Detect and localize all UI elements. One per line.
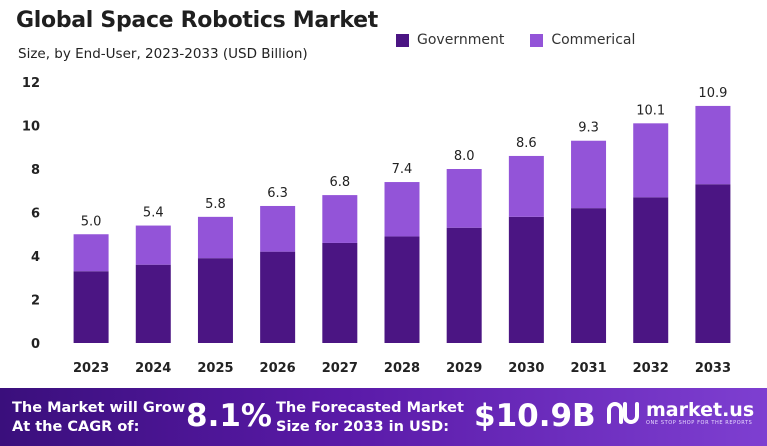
bar-segment-government [571, 208, 607, 343]
legend-item-commercial: Commerical [530, 32, 635, 48]
y-tick-label: 4 [31, 250, 40, 265]
y-tick-label: 2 [31, 294, 40, 309]
brand-tagline: ONE STOP SHOP FOR THE REPORTS [646, 420, 753, 426]
bar-segment-government [73, 271, 109, 343]
bar-segment-government [197, 258, 233, 343]
bar-chart: 0 2 4 6 8 10 12 5.0 2023 5.4 2024 5.8 2025 6.3 2026 6.8… [22, 76, 731, 376]
forecast-label-line-1: The Forecasted Market [276, 400, 464, 416]
bar-segment-government [135, 264, 171, 343]
bar-segment-government [322, 242, 358, 343]
bar-segment-commercial [633, 123, 669, 198]
bar-segment-government [446, 227, 482, 343]
bar-segment-government [384, 236, 420, 343]
bar-segment-commercial [446, 169, 482, 228]
x-tick-label: 2028 [384, 361, 420, 376]
footer-banner: The Market will Grow At the CAGR of: 8.1… [0, 388, 767, 446]
x-tick-label: 2027 [322, 361, 358, 376]
bar-total-label: 10.9 [698, 86, 727, 101]
brand-name: market.us [646, 399, 755, 421]
legend-item-government: Government [396, 32, 504, 48]
legend-swatch-commercial [530, 33, 544, 47]
market-us-logo-icon [607, 402, 639, 424]
cagr-label: The Market will Grow At the CAGR of: [12, 399, 185, 437]
bar-segment-commercial [135, 225, 171, 265]
chart-subtitle: Size, by End-User, 2023-2033 (USD Billio… [18, 46, 308, 62]
x-tick-label: 2030 [508, 361, 544, 376]
bar-total-label: 5.4 [143, 206, 164, 221]
x-tick-label: 2023 [73, 361, 109, 376]
x-tick-label: 2033 [695, 361, 731, 376]
bar-segment-commercial [197, 216, 233, 259]
bar-segment-government [695, 184, 731, 343]
bar-segment-commercial [695, 105, 731, 185]
bar-segment-government [260, 251, 296, 343]
legend-label-commercial: Commerical [551, 32, 636, 48]
forecast-label-line-2: Size for 2033 in USD: [276, 419, 450, 435]
y-tick-label: 8 [31, 163, 40, 178]
x-tick-label: 2025 [197, 361, 233, 376]
x-tick-label: 2032 [633, 361, 669, 376]
y-tick-label: 0 [31, 337, 40, 352]
y-tick-label: 12 [22, 76, 40, 91]
bar-total-label: 10.1 [636, 103, 665, 118]
forecast-label: The Forecasted Market Size for 2033 in U… [276, 399, 464, 437]
x-tick-label: 2031 [570, 361, 606, 376]
bar-total-label: 5.0 [81, 214, 102, 229]
y-tick-label: 6 [31, 207, 40, 222]
bar-total-label: 5.8 [205, 197, 226, 212]
bar-segment-commercial [73, 234, 109, 272]
bar-segment-commercial [260, 205, 296, 252]
legend-label-government: Government [417, 32, 505, 48]
brand-logo: market.us ONE STOP SHOP FOR THE REPORTS [606, 400, 754, 426]
bar-segment-commercial [508, 155, 544, 217]
bar-segment-commercial [384, 182, 420, 237]
bar-segment-commercial [571, 140, 607, 209]
bar-total-label: 8.0 [454, 149, 475, 164]
bar-total-label: 7.4 [392, 162, 413, 177]
cagr-value: 8.1% [186, 398, 272, 434]
x-tick-label: 2024 [135, 361, 171, 376]
bar-total-label: 9.3 [578, 121, 599, 136]
x-tick-label: 2026 [260, 361, 296, 376]
legend: Government Commerical [396, 32, 635, 48]
forecast-value: $10.9B [474, 398, 596, 434]
bar-segment-government [508, 216, 544, 343]
bar-segment-commercial [322, 195, 358, 243]
bar-total-label: 6.3 [267, 186, 288, 201]
bar-total-label: 6.8 [329, 175, 350, 190]
cagr-label-line-1: The Market will Grow [12, 400, 186, 416]
y-tick-label: 10 [22, 120, 40, 135]
cagr-label-line-2: At the CAGR of: [12, 419, 140, 435]
bar-total-label: 8.6 [516, 136, 537, 151]
bar-segment-government [633, 197, 669, 343]
legend-swatch-government [396, 33, 409, 47]
chart-title: Global Space Robotics Market [16, 8, 379, 33]
x-tick-label: 2029 [446, 361, 482, 376]
